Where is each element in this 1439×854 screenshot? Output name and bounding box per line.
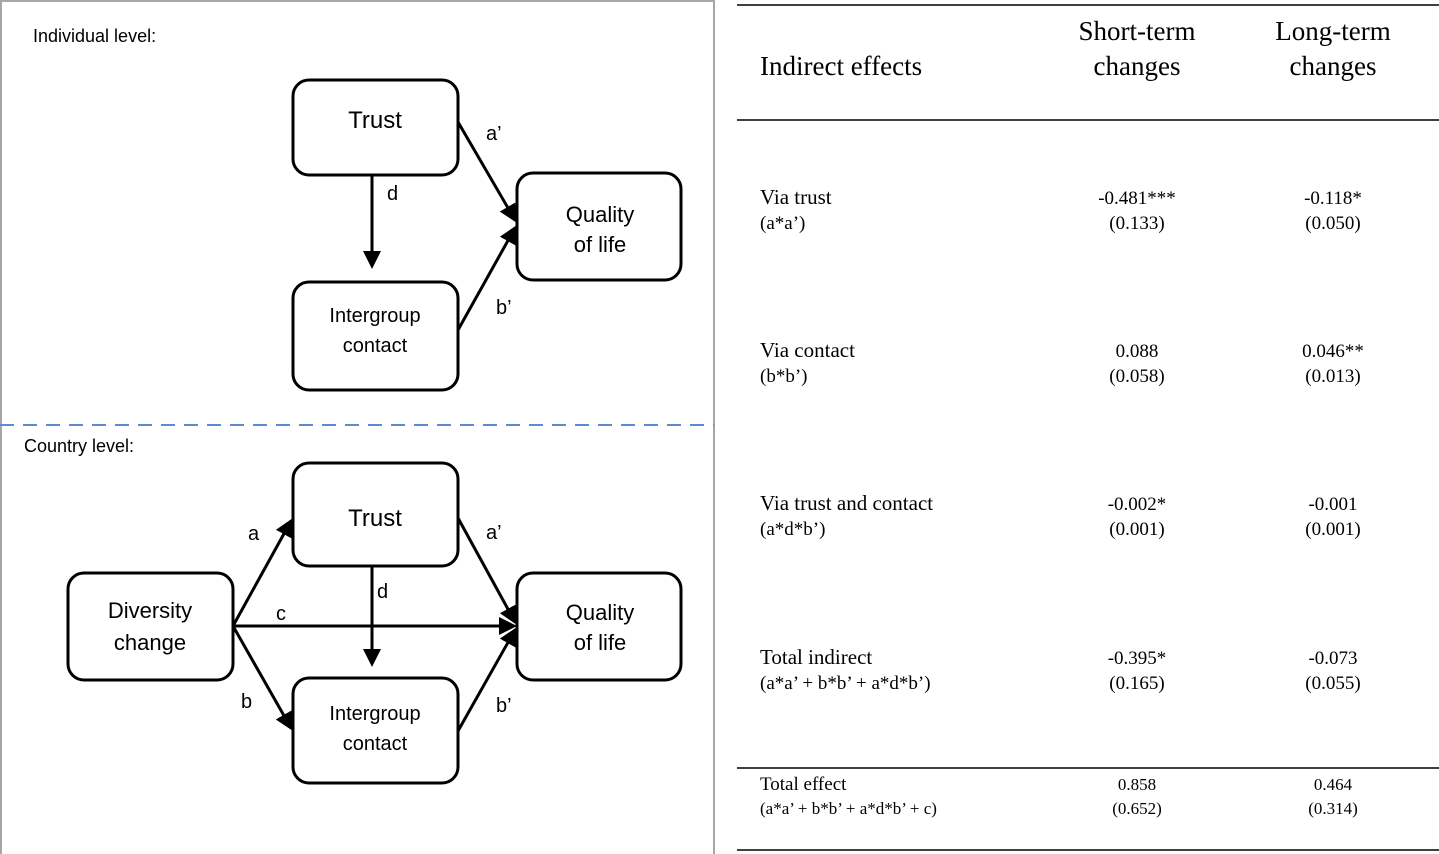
cell-estimate: -0.118* [1304,188,1362,209]
row-label: Via trust [760,185,832,209]
cell-estimate: 0.858 [1118,775,1156,794]
row-label: Total effect [760,774,847,795]
edge [456,121,517,223]
row-formula: (a*d*b’) [760,519,825,540]
node [66,571,235,682]
cell-estimate: -0.002* [1108,494,1167,515]
level-label: Individual level: [33,26,156,46]
column-header: Indirect effects [760,51,922,81]
edge [456,225,517,331]
cell-se: (0.652) [1112,799,1162,818]
edge [231,518,293,627]
node [515,571,683,682]
table: Indirect effects Short-term changes Long-te… [737,4,1439,851]
edge-label: a [248,523,260,545]
node-label: change [114,630,186,655]
cell-estimate: 0.046** [1302,341,1364,362]
cell-estimate: -0.395* [1108,648,1167,669]
edge [456,517,517,625]
node-label: Diversity [108,598,192,623]
cell-se: (0.050) [1305,213,1360,234]
cell-se: (0.001) [1305,519,1360,540]
node-label: contact [343,335,408,357]
node [291,280,460,392]
row-formula: (a*a’) [760,213,805,234]
edge-label: d [387,183,398,205]
row-label: Via trust and contact [760,491,933,515]
node-label: Trust [348,107,402,134]
node-label: Quality [566,600,634,625]
node [291,78,460,177]
cell-se: (0.013) [1305,366,1360,387]
cell-estimate: -0.001 [1308,494,1357,515]
node-label: Intergroup [329,305,420,327]
node-label: contact [343,733,408,755]
node-label: of life [574,232,627,257]
column-header: changes [1094,51,1181,81]
edge-label: b [241,691,252,713]
cell-se: (0.055) [1305,673,1360,694]
edge-label: d [377,581,388,603]
row-label: Total indirect [760,645,872,669]
individual-level: Individual level: Trust Quality of life … [33,26,683,392]
node-label: of life [574,630,627,655]
node [291,461,460,568]
cell-estimate: 0.464 [1314,775,1353,794]
row-formula: (a*a’ + b*b’ + a*d*b’) [760,673,931,694]
cell-se: (0.001) [1109,519,1164,540]
edge-label: a’ [486,522,502,544]
cell-estimate: -0.481*** [1098,188,1176,209]
cell-se: (0.314) [1308,799,1358,818]
row-formula: (b*b’) [760,366,807,387]
column-header: Long-term [1275,16,1390,46]
node-label: Intergroup [329,703,420,725]
edge-label: b’ [496,297,512,319]
cell-se: (0.058) [1109,366,1164,387]
edge [456,627,517,732]
edge-label: a’ [486,123,502,145]
row-label: Via contact [760,338,855,362]
node [291,676,460,785]
node [515,171,683,282]
column-header: Short-term [1079,16,1196,46]
edge-label: b’ [496,695,512,717]
diagram-frame [0,0,715,854]
node-label: Quality [566,202,634,227]
country-level: Country level: Trust Quality of life Int… [24,436,683,785]
edge-label: c [276,603,286,625]
column-header: changes [1290,51,1377,81]
row-formula: (a*a’ + b*b’ + a*d*b’ + c) [760,799,937,818]
cell-estimate: -0.073 [1308,648,1357,669]
node-label: Trust [348,505,402,532]
cell-se: (0.165) [1109,673,1164,694]
edge [231,625,293,731]
cell-estimate: 0.088 [1116,341,1159,362]
level-label: Country level: [24,436,134,456]
cell-se: (0.133) [1109,213,1164,234]
